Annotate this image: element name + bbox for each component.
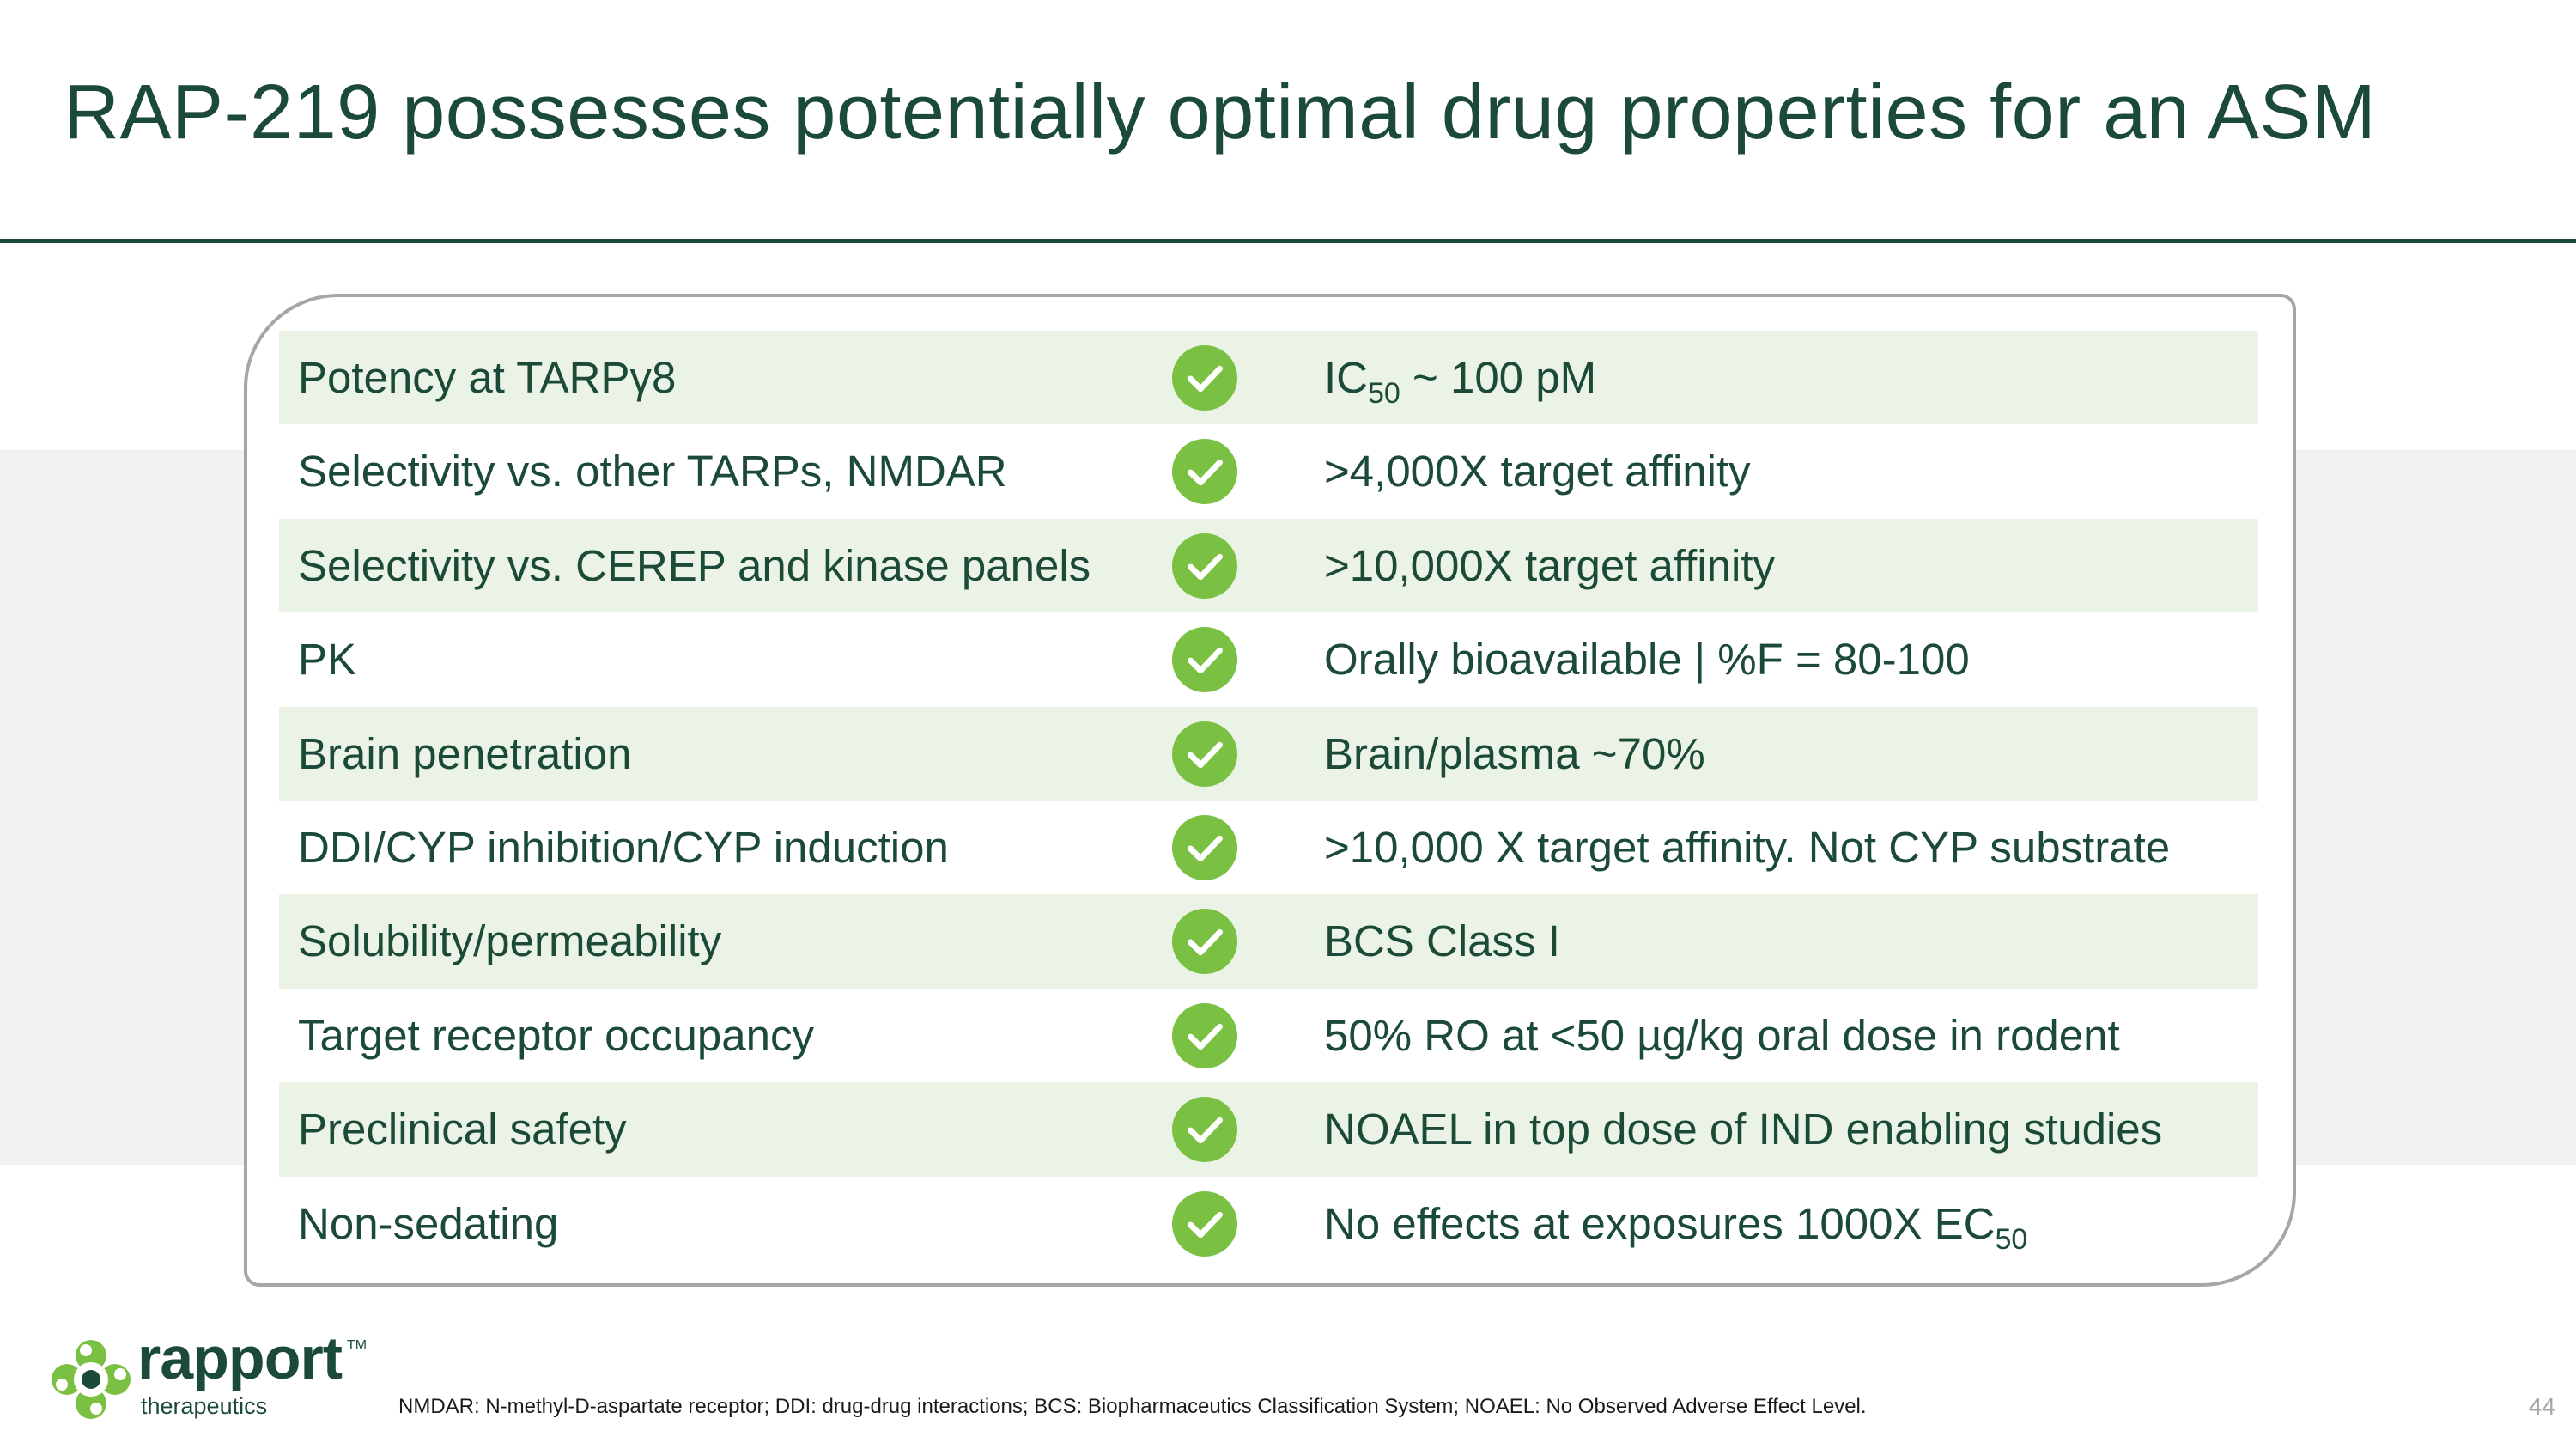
- value-text: >10,000 X target affinity. Not CYP subst…: [1324, 822, 2171, 872]
- value-text: No effects at exposures 1000X EC: [1324, 1198, 1996, 1248]
- property-value: 50% RO at <50 µg/kg oral dose in rodent: [1324, 989, 2120, 1082]
- value-text: >4,000X target affinity: [1324, 447, 1751, 496]
- check-circle-icon: [1171, 909, 1238, 975]
- property-label: PK: [298, 635, 357, 685]
- check-circle-icon: [1171, 533, 1238, 599]
- property-label: Target receptor occupancy: [298, 1010, 814, 1060]
- logo-trademark: TM: [347, 1338, 368, 1353]
- value-text: >10,000X target affinity: [1324, 540, 1776, 590]
- property-value: >10,000X target affinity: [1324, 519, 1775, 612]
- logo-tagline: therapeutics: [141, 1393, 268, 1419]
- table-row: PK Orally bioavailable | %F = 80-100: [279, 612, 2258, 706]
- property-label: Potency at TARPγ8: [298, 353, 677, 402]
- value-text: IC: [1324, 353, 1368, 402]
- check-circle-icon: [1171, 814, 1238, 880]
- property-value: BCS Class I: [1324, 894, 1560, 988]
- table-row: Selectivity vs. other TARPs, NMDAR >4,000…: [279, 424, 2258, 518]
- check-circle-icon: [1171, 1190, 1238, 1257]
- value-suffix: ~ 100 pM: [1400, 353, 1597, 402]
- value-text: BCS Class I: [1324, 916, 1560, 966]
- check-circle-icon: [1171, 439, 1238, 505]
- value-text: Orally bioavailable | %F = 80-100: [1324, 635, 1970, 685]
- property-value: >10,000 X target affinity. Not CYP subst…: [1324, 801, 2170, 894]
- table-row: Potency at TARPγ8 IC50 ~ 100 pM: [279, 331, 2258, 425]
- company-logo: rapport TM therapeutics: [48, 1328, 374, 1428]
- table-row: DDI/CYP inhibition/CYP induction >10,000 …: [279, 801, 2258, 894]
- property-value: Orally bioavailable | %F = 80-100: [1324, 612, 1970, 706]
- property-label: DDI/CYP inhibition/CYP induction: [298, 822, 949, 872]
- property-value: No effects at exposures 1000X EC50: [1324, 1177, 2027, 1270]
- property-label: Selectivity vs. other TARPs, NMDAR: [298, 447, 1007, 496]
- value-text: Brain/plasma ~70%: [1324, 728, 1705, 778]
- footnote: NMDAR: N-methyl-D-aspartate receptor; DD…: [398, 1395, 1867, 1418]
- logo-wordmark: rapport: [137, 1324, 343, 1391]
- property-label: Preclinical safety: [298, 1105, 627, 1154]
- value-text: NOAEL in top dose of IND enabling studie…: [1324, 1105, 2163, 1154]
- check-circle-icon: [1171, 721, 1238, 787]
- table-row: Solubility/permeability BCS Class I: [279, 894, 2258, 989]
- properties-table: Potency at TARPγ8 IC50 ~ 100 pM Selectivit…: [279, 331, 2258, 1270]
- property-label: Brain penetration: [298, 728, 632, 778]
- property-label: Selectivity vs. CEREP and kinase panels: [298, 540, 1091, 590]
- check-circle-icon: [1171, 1002, 1238, 1068]
- table-row: Selectivity vs. CEREP and kinase panels >…: [279, 518, 2258, 613]
- check-circle-icon: [1171, 344, 1238, 411]
- table-row: Preclinical safety NOAEL in top dose of I…: [279, 1082, 2258, 1177]
- property-value: Brain/plasma ~70%: [1324, 707, 1705, 801]
- property-label: Solubility/permeability: [298, 916, 722, 966]
- page-number: 44: [2528, 1393, 2555, 1420]
- table-row: Brain penetration Brain/plasma ~70%: [279, 706, 2258, 801]
- value-text: 50% RO at <50 µg/kg oral dose in rodent: [1324, 1010, 2120, 1060]
- rapport-logo-icon: [52, 1340, 131, 1419]
- property-value: NOAEL in top dose of IND enabling studie…: [1324, 1082, 2162, 1176]
- property-label: Non-sedating: [298, 1198, 559, 1248]
- slide-title: RAP-219 possesses potentially optimal dr…: [64, 70, 2377, 155]
- property-value: IC50 ~ 100 pM: [1324, 331, 1596, 424]
- title-divider: [0, 239, 2576, 243]
- property-value: >4,000X target affinity: [1324, 424, 1751, 518]
- value-subscript: 50: [1368, 377, 1400, 410]
- value-subscript: 50: [1995, 1222, 2028, 1256]
- check-circle-icon: [1171, 1097, 1238, 1163]
- table-row: Non-sedating No effects at exposures 1000…: [279, 1177, 2258, 1270]
- table-row: Target receptor occupancy 50% RO at <50 µ…: [279, 989, 2258, 1082]
- check-circle-icon: [1171, 627, 1238, 693]
